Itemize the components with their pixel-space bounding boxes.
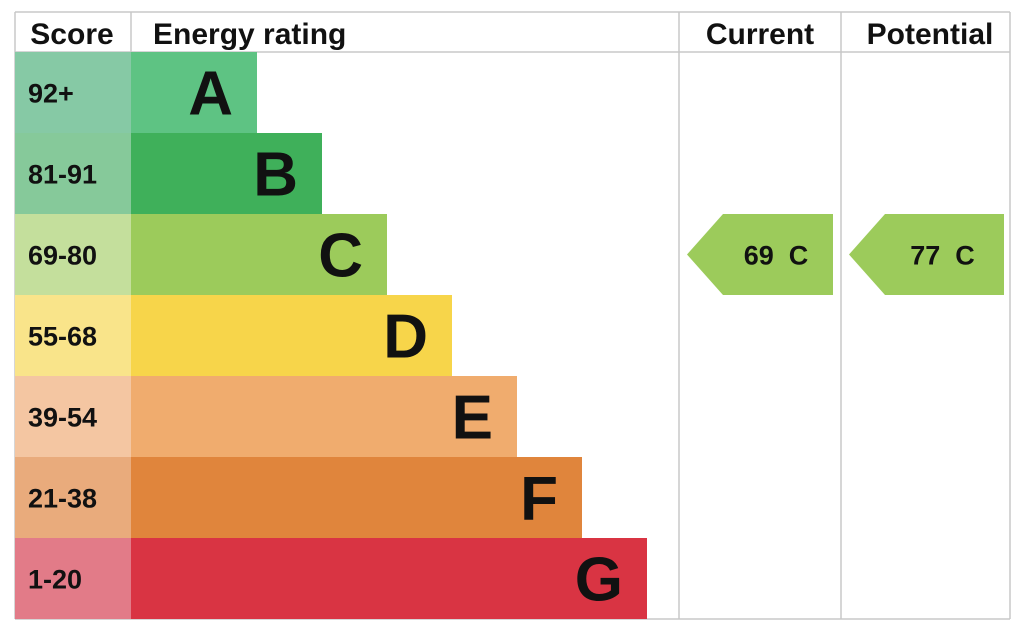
score-label-b: 81-91 (28, 160, 97, 190)
band-letter-d: D (383, 303, 428, 372)
header-score: Score (30, 18, 113, 51)
header-current: Current (706, 18, 814, 51)
band-bar-c (131, 214, 387, 295)
band-letter-f: F (520, 465, 558, 534)
score-label-a: 92+ (28, 79, 74, 109)
header-potential: Potential (867, 18, 994, 51)
score-label-e: 39-54 (28, 403, 97, 433)
score-cell-f (15, 457, 131, 538)
band-letter-g: G (575, 546, 623, 615)
potential-rating-arrow (849, 214, 1004, 295)
score-label-d: 55-68 (28, 322, 97, 352)
score-label-f: 21-38 (28, 484, 97, 514)
score-label-c: 69-80 (28, 241, 97, 271)
band-bar-a (131, 52, 257, 133)
band-letter-e: E (452, 384, 493, 453)
score-cell-a (15, 52, 131, 133)
band-letter-a: A (188, 60, 233, 129)
band-letter-b: B (253, 141, 298, 210)
score-label-g: 1-20 (28, 565, 82, 595)
rating-indicators: 69 C 77 C (687, 214, 1004, 295)
score-cell-b (15, 133, 131, 214)
band-letter-c: C (318, 222, 363, 291)
rating-bands: 92+ A 81-91 B 69-80 C 55-68 D 39-54 E 21-38 F 1-20 G (15, 52, 647, 619)
score-cell-e (15, 376, 131, 457)
score-cell-c (15, 214, 131, 295)
potential-rating-label: 77 C (910, 241, 975, 271)
band-bar-e (131, 376, 517, 457)
score-cell-d (15, 295, 131, 376)
band-bar-d (131, 295, 452, 376)
current-rating-label: 69 C (744, 241, 809, 271)
band-bar-b (131, 133, 322, 214)
header-energy-rating: Energy rating (153, 18, 346, 51)
current-rating-arrow (687, 214, 833, 295)
band-bar-g (131, 538, 647, 619)
band-bar-f (131, 457, 582, 538)
score-cell-g (15, 538, 131, 619)
